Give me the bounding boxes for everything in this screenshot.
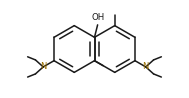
Text: N: N (143, 62, 149, 71)
Text: N: N (40, 62, 46, 71)
Text: OH: OH (91, 13, 105, 22)
